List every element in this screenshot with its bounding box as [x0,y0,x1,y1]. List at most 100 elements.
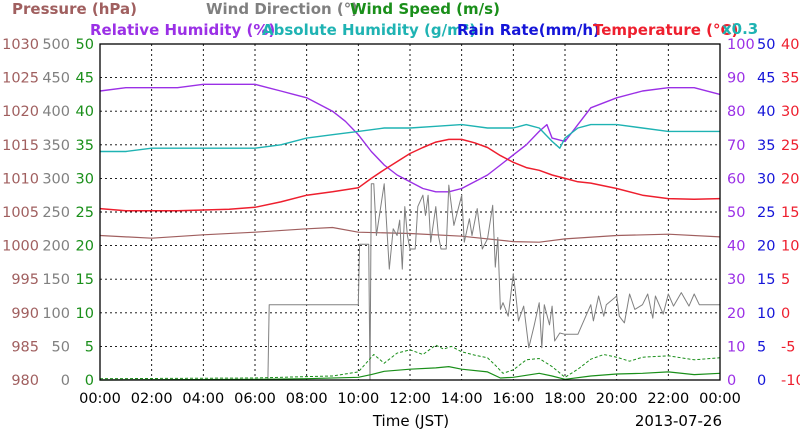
legend-ah: Absolute Humidity (g/m³) [262,21,476,39]
y-tick-pressure: 1000 [2,239,39,255]
y-tick-pressure: 980 [11,373,39,389]
y-tick-rain_rate: 35 [757,138,775,154]
legend-rh: Relative Humidity (%) [90,21,275,39]
y-tick-wind_speed: 20 [76,239,94,255]
y-tick-wind_speed: 30 [76,171,94,187]
y-tick-pressure: 990 [11,306,39,322]
y-tick-wind_direction: 0 [61,373,70,389]
x-tick-label: 16:00 [492,391,534,407]
legend-rain: Rain Rate(mm/h) [457,21,600,39]
series-pressure [99,226,721,243]
x-tick-label: 00:00 [699,391,741,407]
series-rh [99,83,721,193]
y-tick-rain_rate: 45 [757,71,775,87]
y-tick-wind_direction: 350 [42,138,70,154]
y-tick-humidity: 90 [727,71,745,87]
y-tick-wind_direction: 50 [52,339,70,355]
series-wind-speed-avg [99,366,721,381]
y-tick-rain_rate: 5 [757,339,766,355]
x-axis-title: Time (JST) [372,412,449,430]
y-tick-wind_speed: 10 [76,306,94,322]
x-tick-label: 22:00 [647,391,689,407]
y-tick-wind_speed: 25 [76,205,94,221]
y-tick-wind_direction: 300 [42,171,70,187]
y-tick-rain_rate: 15 [757,272,775,288]
y-tick-temperature: 35 [781,71,799,87]
y-tick-temperature: -10 [781,373,800,389]
plot-frame [99,43,721,381]
y-tick-pressure: 1015 [2,138,39,154]
legend-temp: Temperature (°C) [593,21,738,39]
y-tick-rain_rate: 50 [757,37,775,53]
series-wind-speed [99,344,721,380]
x-tick-label: 10:00 [337,391,379,407]
y-tick-wind_speed: 15 [76,272,94,288]
ah-scale-note: x0.3 [722,20,758,38]
y-tick-wind_direction: 450 [42,71,70,87]
legend-pressure: Pressure (hPa) [12,0,137,18]
y-tick-pressure: 1010 [2,171,39,187]
x-tick-label: 14:00 [441,391,483,407]
grid [100,44,720,380]
x-axis: 00:00 02:00 04:00 06:00 08:00 10:00 12:00 14:00… [79,391,741,430]
y-tick-pressure: 995 [11,272,39,288]
legend-wind_dir: Wind Direction (°) [206,0,358,18]
y-tick-rain_rate: 20 [757,239,775,255]
y-tick-temperature: 10 [781,239,799,255]
y-tick-temperature: 25 [781,138,799,154]
y-tick-humidity: 0 [727,373,736,389]
x-tick-label: 06:00 [234,391,276,407]
y-tick-wind_direction: 100 [42,306,70,322]
y-tick-humidity: 40 [727,239,745,255]
y-tick-humidity: 10 [727,339,745,355]
date-label: 2013-07-26 [635,412,722,430]
y-tick-pressure: 1025 [2,71,39,87]
y-tick-rain_rate: 30 [757,171,775,187]
x-tick-label: 00:00 [79,391,121,407]
y-tick-pressure: 1005 [2,205,39,221]
legend-wind_speed: Wind Speed (m/s) [350,0,500,18]
y-tick-humidity: 80 [727,104,745,120]
y-tick-pressure: 1030 [2,37,39,53]
y-tick-wind_speed: 50 [76,37,94,53]
y-tick-pressure: 985 [11,339,39,355]
legend: Pressure (hPa) Wind Direction (°)Wind Spe… [12,0,758,39]
y-tick-humidity: 20 [727,306,745,322]
y-tick-temperature: 20 [781,171,799,187]
y-tick-temperature: 15 [781,205,799,221]
y-tick-wind_speed: 45 [76,71,94,87]
y-tick-wind_direction: 250 [42,205,70,221]
y-tick-wind_direction: 150 [42,272,70,288]
x-tick-label: 20:00 [596,391,638,407]
y-tick-rain_rate: 25 [757,205,775,221]
series-wind-dir [100,183,720,381]
y-tick-temperature: 0 [781,306,790,322]
y-tick-wind_direction: 500 [42,37,70,53]
y-tick-humidity: 100 [727,37,755,53]
y-tick-wind_speed: 35 [76,138,94,154]
y-tick-wind_direction: 400 [42,104,70,120]
y-tick-wind_speed: 5 [85,339,94,355]
y-tick-temperature: 30 [781,104,799,120]
y-tick-humidity: 70 [727,138,745,154]
y-tick-rain_rate: 40 [757,104,775,120]
y-tick-temperature: -5 [781,339,795,355]
x-tick-label: 18:00 [544,391,586,407]
y-tick-temperature: 5 [781,272,790,288]
y-tick-rain_rate: 0 [757,373,766,389]
y-tick-humidity: 30 [727,272,745,288]
y-axes: 1030102510201015101010051000995990985980… [2,37,800,389]
y-tick-wind_speed: 0 [85,373,94,389]
x-tick-label: 08:00 [286,391,328,407]
x-tick-label: 12:00 [389,391,431,407]
series-temp [99,138,721,212]
y-tick-humidity: 60 [727,171,745,187]
y-tick-wind_speed: 40 [76,104,94,120]
y-tick-temperature: 40 [781,37,799,53]
y-tick-wind_direction: 200 [42,239,70,255]
y-tick-pressure: 1020 [2,104,39,120]
y-tick-rain_rate: 10 [757,306,775,322]
x-tick-label: 04:00 [182,391,224,407]
